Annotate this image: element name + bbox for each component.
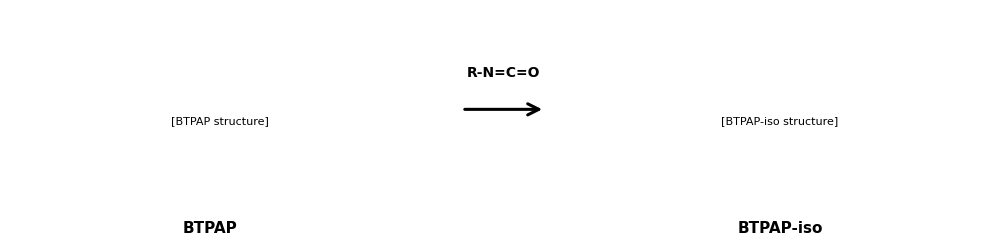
Text: BTPAP: BTPAP bbox=[183, 221, 237, 236]
Text: BTPAP-iso: BTPAP-iso bbox=[737, 221, 823, 236]
Text: R-N=C=O: R-N=C=O bbox=[466, 66, 540, 80]
Text: [BTPAP structure]: [BTPAP structure] bbox=[171, 116, 269, 127]
Text: [BTPAP-iso structure]: [BTPAP-iso structure] bbox=[721, 116, 839, 127]
